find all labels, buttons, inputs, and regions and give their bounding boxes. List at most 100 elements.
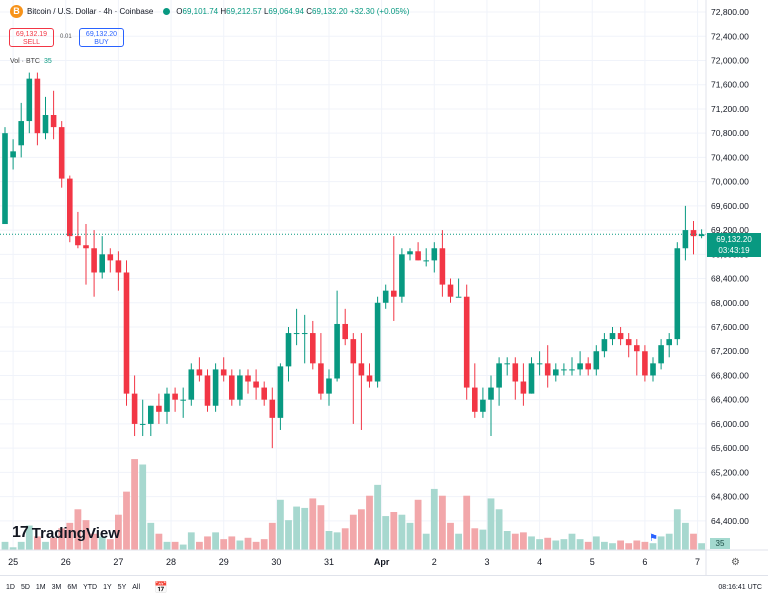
volume-bar	[42, 541, 49, 550]
volume-bar	[398, 514, 406, 550]
price-tick-label: 67,200.00	[711, 346, 749, 356]
price-tick-label: 64,400.00	[711, 516, 749, 526]
timeframe-5y[interactable]: 5Y	[117, 584, 127, 591]
timeframe-ytd[interactable]: YTD	[83, 584, 98, 591]
symbol-title[interactable]: Bitcoin / U.S. Dollar · 4h · Coinbase	[27, 6, 154, 16]
utc-clock[interactable]: 08:16:41 UTC	[718, 584, 762, 591]
candle-body	[164, 393, 170, 412]
candle-body	[310, 333, 316, 364]
volume-bar	[560, 539, 568, 550]
timeframe-all[interactable]: All	[132, 584, 141, 591]
timeframe-5d[interactable]: 5D	[20, 584, 30, 591]
candle-body	[237, 375, 243, 400]
volume-bar	[682, 522, 689, 550]
candle-body	[253, 381, 259, 388]
volume-bar	[341, 528, 349, 550]
volume-bar	[447, 522, 454, 550]
price-tick-label: 72,800.00	[711, 7, 749, 17]
candle-body	[212, 369, 219, 406]
volume-bar	[285, 520, 292, 550]
volume-bar	[17, 541, 25, 550]
events-flag-icon[interactable]: ⚑	[649, 533, 658, 544]
candle-body	[447, 284, 454, 297]
volume-bar	[349, 514, 357, 550]
buy-label: BUY	[94, 39, 109, 46]
volume-bar	[455, 533, 462, 550]
candle-body	[674, 248, 681, 340]
volume-bar	[9, 547, 17, 550]
price-tick-label: 65,200.00	[711, 467, 749, 477]
volume-bar	[106, 539, 114, 550]
volume-bar	[382, 516, 390, 550]
volume-bar	[511, 533, 519, 550]
candle-body	[26, 78, 33, 122]
price-tick-label: 70,000.00	[711, 177, 749, 187]
time-tick-label: 27	[113, 557, 123, 567]
price-tick-label: 72,000.00	[711, 55, 749, 65]
timeframe-6m[interactable]: 6M	[67, 584, 78, 591]
volume-bar	[187, 532, 195, 550]
candle-body	[115, 260, 122, 273]
candle-body	[326, 378, 332, 394]
volume-bar	[66, 522, 74, 550]
price-tick-label: 66,400.00	[711, 395, 749, 405]
bitcoin-icon: B	[10, 4, 23, 18]
tradingview-logo-icon[interactable]: 17 TradingView	[12, 524, 120, 542]
timeframe-1d[interactable]: 1D	[6, 584, 15, 591]
candle-body	[544, 363, 551, 376]
price-tick-label: 71,200.00	[711, 104, 749, 114]
price-tick-label: 68,000.00	[711, 298, 749, 308]
volume-bar	[528, 536, 535, 550]
time-tick-label: 2	[432, 557, 437, 567]
ohlc-readout: O69,101.74 H69,212.57 L69,064.94 C69,132…	[176, 6, 410, 16]
volume-bar	[50, 537, 57, 550]
candle-body	[204, 375, 211, 406]
volume-bar	[374, 484, 381, 550]
volume-bar	[625, 543, 633, 550]
candle-body	[488, 387, 494, 400]
last-price-value: 69,132.20	[716, 235, 752, 244]
candle-body	[439, 248, 446, 285]
volume-bar	[609, 543, 616, 550]
volume-bar	[293, 506, 300, 550]
candle-body	[188, 369, 195, 400]
buy-button[interactable]: 69,132.20 BUY	[79, 28, 124, 47]
candle-body	[139, 423, 146, 425]
volume-bar	[414, 499, 422, 550]
time-tick-label: 4	[537, 557, 542, 567]
volume-bar	[244, 537, 252, 550]
volume-bar	[309, 498, 317, 550]
sell-button[interactable]: 69,132.19 SELL	[9, 28, 54, 47]
buy-price: 69,132.20	[85, 31, 118, 38]
time-tick-label: 25	[8, 557, 18, 567]
timeframe-1m[interactable]: 1M	[35, 584, 46, 591]
candle-body	[512, 363, 519, 382]
calendar-icon[interactable]: 📅	[154, 582, 168, 594]
settings-gear-icon[interactable]: ⚙	[731, 557, 740, 568]
close-value: 69,132.20	[312, 6, 348, 16]
volume-bar	[34, 536, 41, 550]
candle-body	[650, 363, 656, 376]
timeframe-1y[interactable]: 1Y	[103, 584, 112, 591]
volume-bar	[487, 498, 495, 550]
volume-bar	[147, 522, 155, 550]
time-axis[interactable]: 25 26 27 28 29 30 31 Apr 2 3 4 5 6 7	[8, 557, 700, 567]
volume-bar	[171, 541, 179, 550]
candle-body	[301, 333, 308, 335]
timeframe-3m[interactable]: 3M	[51, 584, 62, 591]
candle-body	[374, 302, 381, 382]
candle-body	[463, 296, 470, 388]
volume-tag: 35	[710, 538, 730, 549]
candle-body	[42, 115, 49, 134]
candle-body	[334, 323, 340, 379]
candle-body	[91, 248, 97, 273]
volume-legend[interactable]: Vol · BTC 35	[10, 58, 52, 65]
market-status-icon	[163, 7, 171, 15]
candle-body	[172, 393, 178, 400]
candle-body	[569, 369, 575, 371]
candle-body	[682, 230, 689, 249]
price-axis[interactable]: 72,800.00 72,400.00 72,000.00 71,600.00 71,2…	[711, 7, 749, 526]
volume-bar	[463, 495, 471, 550]
volume-bar	[649, 543, 657, 550]
price-chart[interactable]: 72,800.00 72,400.00 72,000.00 71,600.00 71,2…	[0, 0, 768, 575]
